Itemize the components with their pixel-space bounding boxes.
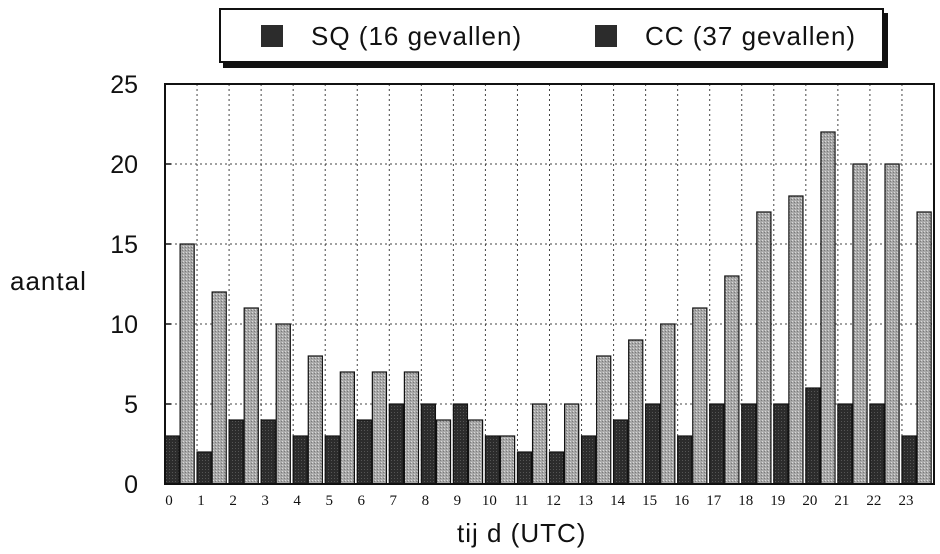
x-tick-label: 0 (165, 493, 173, 509)
y-tick-label: 0 (124, 471, 138, 499)
x-tick-label: 8 (422, 493, 430, 509)
x-tick-label: 3 (261, 493, 269, 509)
y-tick-label: 25 (110, 71, 138, 99)
bar-sq (228, 419, 244, 485)
x-tick-label: 14 (610, 493, 626, 509)
bar-sq (869, 403, 885, 485)
x-tick-label: 13 (578, 493, 593, 509)
bar-sq (901, 435, 917, 485)
bar-cc (852, 163, 868, 485)
bar-sq (548, 451, 565, 485)
bar-sq (677, 435, 693, 485)
x-axis-label: tij d (UTC) (457, 518, 587, 548)
bar-cc (179, 243, 195, 485)
bar-cc (820, 131, 836, 485)
y-tick-label: 15 (110, 231, 138, 259)
bar-cc (467, 419, 484, 485)
bar-cc (756, 211, 772, 485)
bar-cc (788, 195, 804, 485)
x-tick-label: 1 (197, 493, 205, 509)
legend: SQ (16 gevallen) CC (37 gevallen) (219, 8, 884, 63)
x-tick-label: 5 (325, 493, 333, 509)
legend-label-sq: SQ (16 gevallen) (311, 20, 523, 51)
bar-cc (371, 371, 388, 485)
x-tick-label: 12 (546, 493, 561, 509)
bar-sq (580, 435, 597, 485)
bar-cc (563, 403, 580, 485)
x-tick-label: 19 (770, 493, 785, 509)
bar-sq (612, 419, 629, 485)
bar-cc (499, 435, 516, 485)
bar-cc (884, 163, 900, 485)
bar-cc (243, 307, 259, 485)
bar-sq (645, 403, 661, 485)
y-tick-label: 20 (110, 151, 138, 179)
y-axis-label: aantal (10, 266, 87, 296)
x-tick-label: 6 (358, 493, 366, 509)
bar-cc (435, 419, 452, 485)
bar-cc (916, 211, 932, 485)
x-tick-label: 20 (802, 493, 817, 509)
x-tick-label: 9 (454, 493, 462, 509)
x-tick-label: 23 (898, 493, 913, 509)
bar-cc (403, 371, 420, 485)
bar-sq (356, 419, 372, 485)
bar-cc (531, 403, 548, 485)
y-tick-label: 5 (124, 391, 138, 419)
x-tick-label: 10 (482, 493, 497, 509)
bar-cc (596, 355, 612, 485)
bar-sq (837, 403, 853, 485)
bar-sq (709, 403, 725, 485)
legend-swatch-sq (261, 25, 283, 47)
bar-sq (452, 403, 469, 485)
legend-item-cc: CC (37 gevallen) (595, 21, 856, 51)
bar-sq (196, 451, 212, 485)
bar-sq (773, 403, 789, 485)
x-tick-label: 7 (390, 493, 398, 509)
bar-sq (292, 435, 308, 485)
bar-cc (211, 291, 227, 485)
legend-label-cc: CC (37 gevallen) (645, 20, 857, 51)
bar-sq (484, 435, 501, 485)
x-tick-label: 4 (293, 493, 301, 509)
bar-sq (260, 419, 276, 485)
x-tick-label: 22 (866, 493, 881, 509)
bar-sq (516, 451, 533, 485)
x-tick-label: 17 (706, 493, 722, 509)
bar-sq (164, 435, 180, 485)
x-tick-label: 18 (738, 493, 753, 509)
bar-sq (741, 403, 757, 485)
bar-cc (692, 307, 708, 485)
bar-sq (420, 403, 437, 485)
legend-item-sq: SQ (16 gevallen) (261, 21, 522, 51)
bar-sq (324, 435, 340, 485)
x-tick-label: 15 (642, 493, 657, 509)
x-tick-label: 16 (674, 493, 690, 509)
x-tick-label: 2 (229, 493, 237, 509)
y-tick-label: 10 (110, 311, 138, 339)
bar-cc (628, 339, 644, 485)
x-tick-label: 21 (834, 493, 849, 509)
bar-cc (275, 323, 291, 485)
bar-sq (388, 403, 404, 485)
legend-swatch-cc (595, 25, 617, 47)
bar-cc (724, 275, 740, 485)
x-tick-label: 11 (514, 493, 528, 509)
bar-cc (307, 355, 323, 485)
bar-cc (660, 323, 676, 485)
bar-cc (339, 371, 356, 485)
bar-sq (805, 387, 821, 485)
plot-frame (164, 83, 935, 485)
